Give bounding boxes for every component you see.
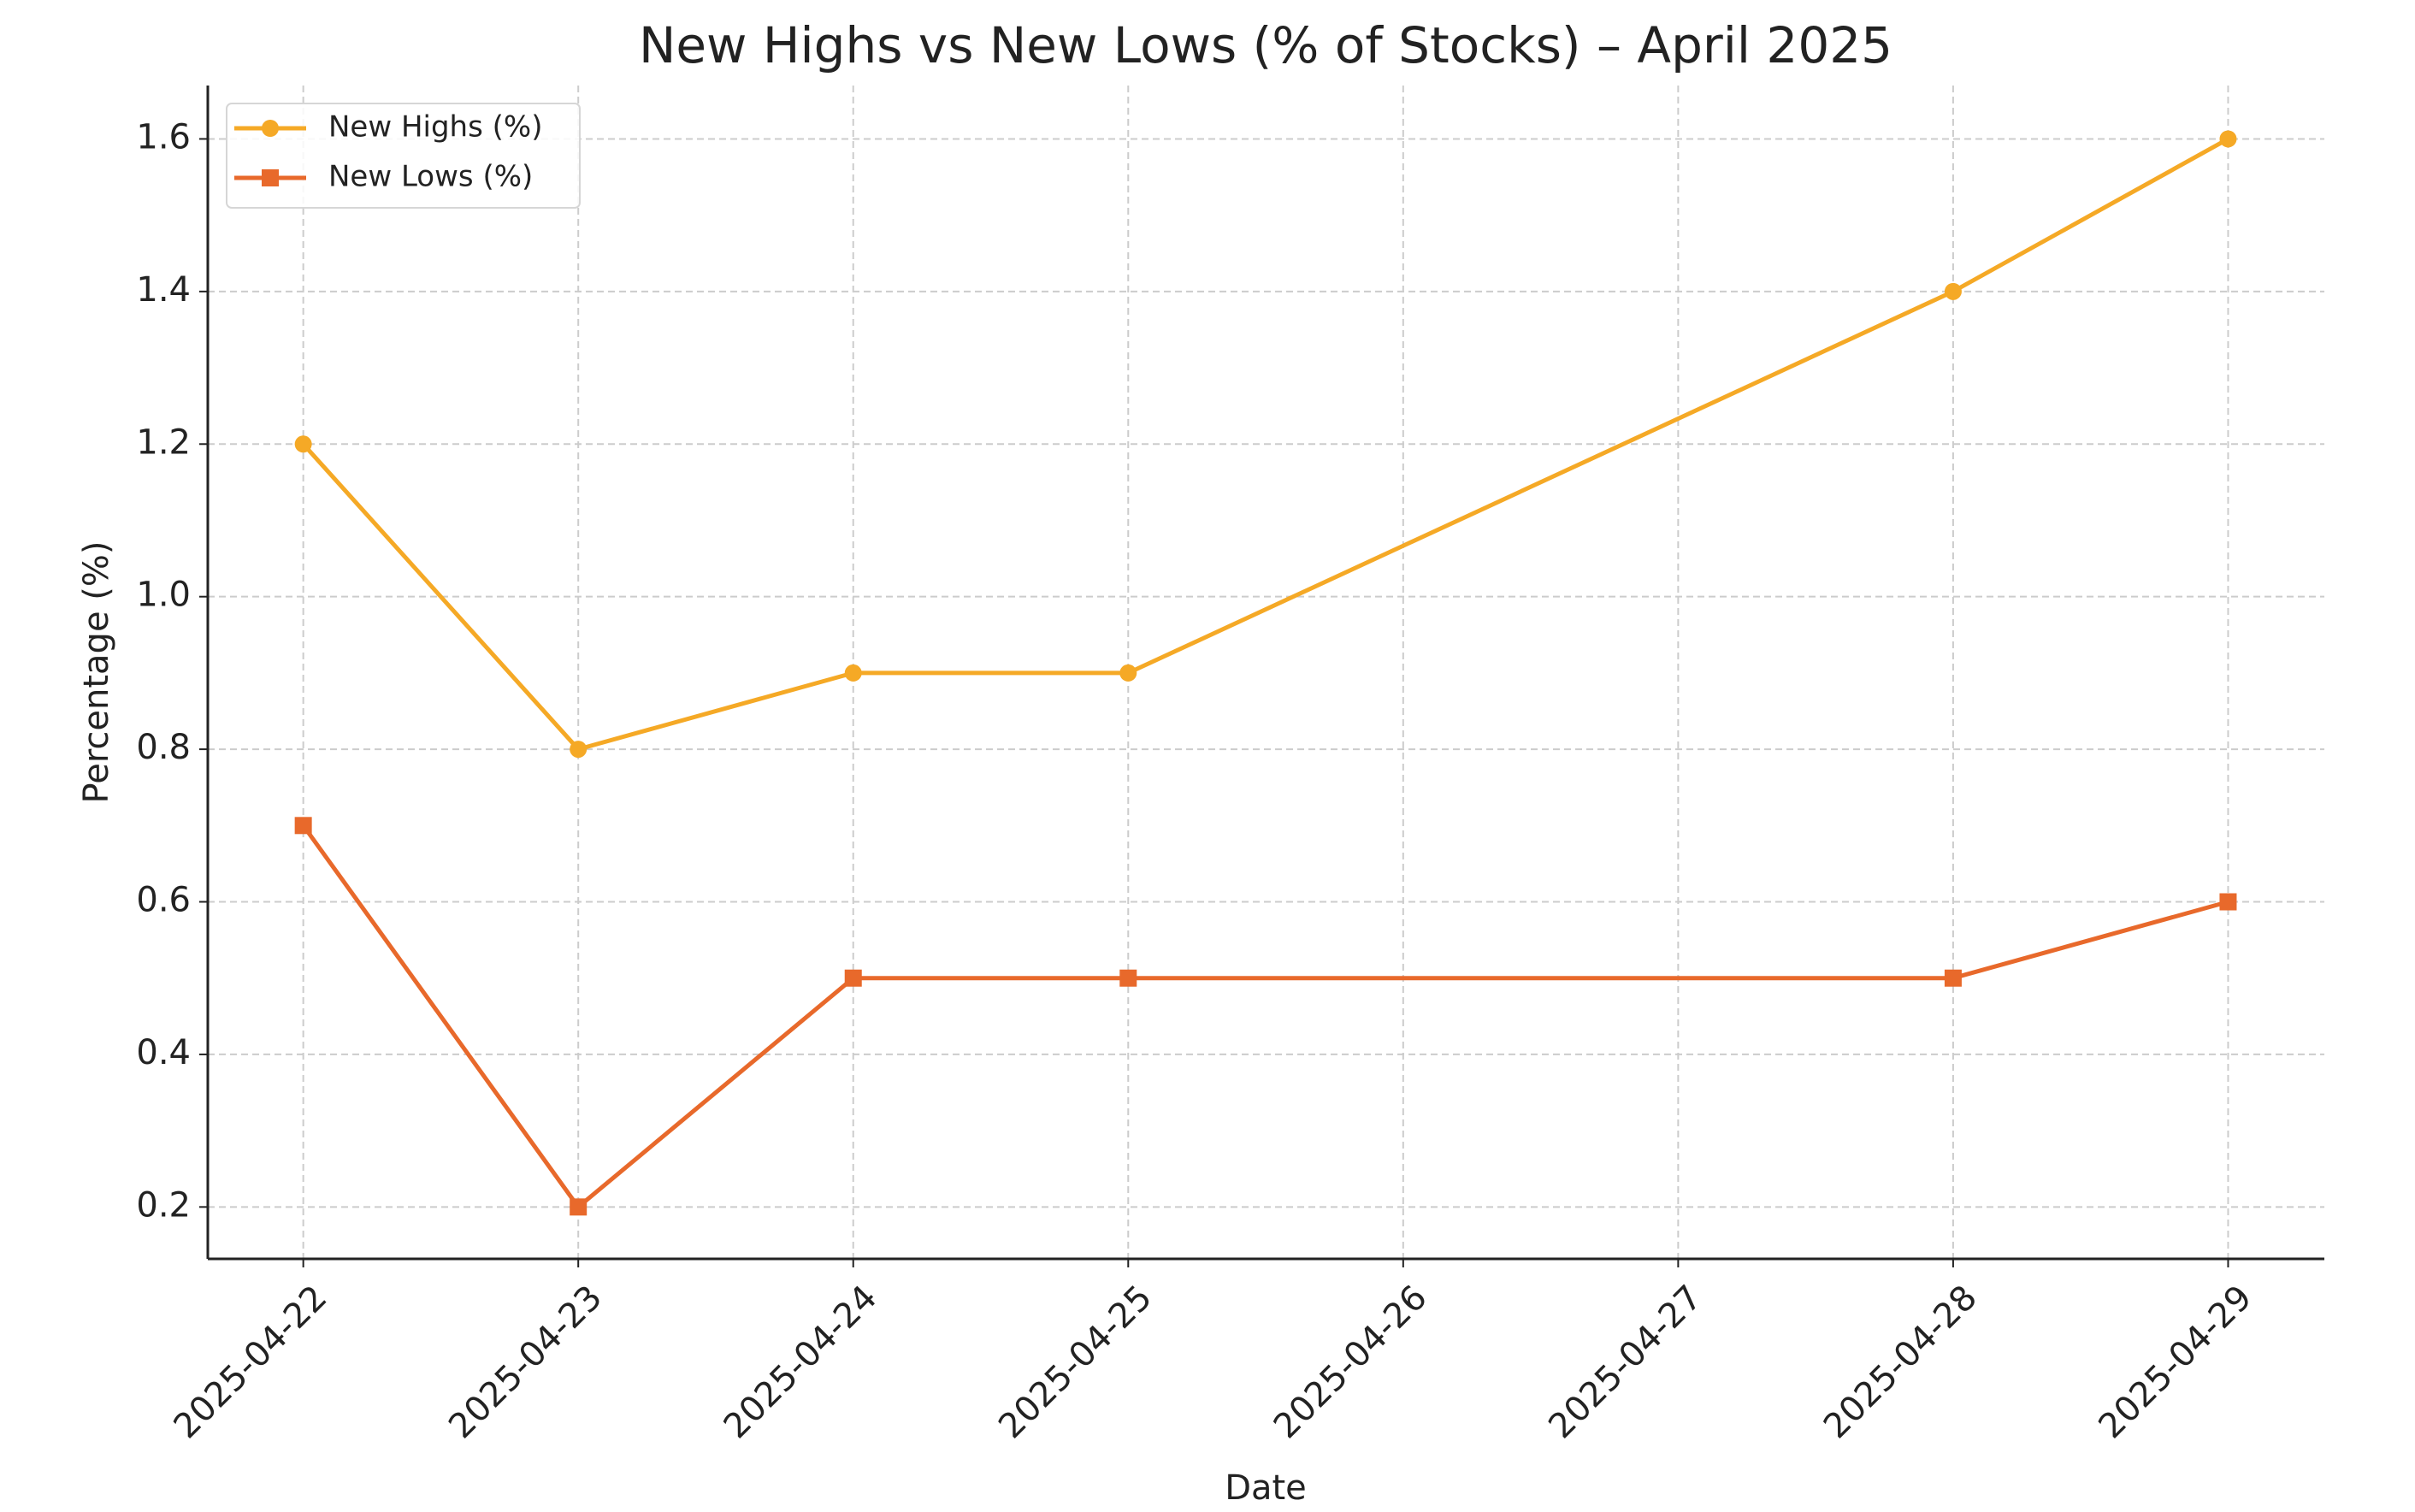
legend-marker (262, 169, 279, 186)
marker (294, 435, 312, 453)
y-tick-label: 0.6 (136, 881, 191, 920)
y-tick-label: 1.2 (136, 422, 191, 462)
marker (1119, 664, 1137, 682)
y-tick-label: 0.4 (136, 1033, 191, 1072)
x-tick-label: 2025-04-25 (991, 1278, 1160, 1446)
marker (294, 817, 312, 835)
marker (1944, 969, 1962, 987)
y-tick-label: 0.8 (136, 728, 191, 767)
marker (1944, 282, 1962, 300)
y-tick-label: 0.2 (136, 1185, 191, 1225)
series-line (301, 137, 2229, 752)
legend-marker (262, 120, 279, 137)
legend-box (226, 103, 581, 209)
y-tick-label: 1.0 (136, 576, 191, 615)
y-tick-label: 1.6 (136, 117, 191, 157)
x-tick-label: 2025-04-28 (1816, 1278, 1985, 1446)
x-tick-label: 2025-04-23 (441, 1278, 610, 1446)
marker (570, 1198, 588, 1216)
legend-label: New Highs (%) (328, 110, 542, 145)
x-tick-label: 2025-04-24 (717, 1278, 885, 1446)
x-tick-label: 2025-04-27 (1541, 1278, 1709, 1446)
chart-title: New Highs vs New Lows (% of Stocks) – Ap… (639, 16, 1892, 74)
marker (844, 969, 862, 987)
marker (2219, 893, 2237, 911)
x-axis-label: Date (1225, 1468, 1307, 1508)
y-axis-label: Percentage (%) (77, 541, 116, 804)
series-line (301, 824, 2229, 1209)
marker (570, 741, 588, 759)
marker (1119, 969, 1137, 987)
x-tick-label: 2025-04-29 (2091, 1278, 2259, 1446)
legend-label: New Lows (%) (328, 160, 533, 194)
marker (844, 664, 862, 682)
x-tick-label: 2025-04-26 (1267, 1278, 1435, 1446)
marker (2219, 130, 2237, 148)
y-tick-label: 1.4 (136, 270, 191, 310)
x-tick-label: 2025-04-22 (167, 1278, 335, 1446)
